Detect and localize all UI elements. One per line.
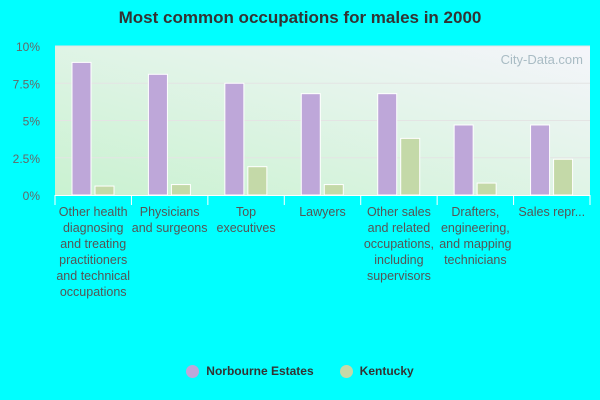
bar-kentucky[interactable] bbox=[170, 184, 191, 196]
x-tick-label: Drafters, engineering, and mapping techn… bbox=[439, 205, 512, 267]
x-tick-label: Physicians and surgeons bbox=[131, 205, 208, 235]
y-tick-label: 0% bbox=[23, 189, 41, 203]
legend-item-kentucky[interactable]: Kentucky bbox=[339, 364, 414, 378]
legend-label: Norbourne Estates bbox=[206, 364, 314, 378]
x-tick-label: Other health diagnosing and treating pra… bbox=[56, 205, 131, 299]
legend: Norbourne Estates Kentucky bbox=[0, 364, 600, 378]
bar-kentucky[interactable] bbox=[553, 158, 574, 196]
bar-kentucky[interactable] bbox=[323, 184, 344, 196]
bar-kentucky[interactable] bbox=[94, 185, 115, 196]
legend-item-norbourne[interactable]: Norbourne Estates bbox=[186, 364, 314, 378]
bar-norbourne-estates[interactable] bbox=[530, 124, 551, 196]
bar-kentucky[interactable] bbox=[400, 137, 421, 196]
y-tick-label: 5% bbox=[23, 115, 41, 129]
legend-swatch bbox=[186, 364, 200, 378]
x-tick-label: Top executives bbox=[216, 205, 276, 235]
x-tick-label: Sales repr... bbox=[518, 205, 586, 219]
legend-swatch bbox=[339, 364, 353, 378]
y-tick-label: 10% bbox=[16, 40, 40, 54]
y-tick-label: 2.5% bbox=[13, 152, 41, 166]
x-tick-label: Lawyers bbox=[299, 205, 346, 219]
bar-kentucky[interactable] bbox=[247, 166, 268, 196]
bar-norbourne-estates[interactable] bbox=[71, 61, 92, 196]
bar-norbourne-estates[interactable] bbox=[147, 73, 168, 196]
bar-norbourne-estates[interactable] bbox=[377, 93, 398, 196]
bar-norbourne-estates[interactable] bbox=[300, 93, 321, 196]
y-tick-label: 7.5% bbox=[13, 77, 41, 91]
watermark: City-Data.com bbox=[501, 52, 583, 67]
bar-norbourne-estates[interactable] bbox=[224, 82, 245, 196]
bar-kentucky[interactable] bbox=[476, 182, 497, 196]
chart-title: Most common occupations for males in 200… bbox=[118, 8, 482, 27]
legend-label: Kentucky bbox=[359, 364, 414, 378]
x-tick-label: Other sales and related occupations, inc… bbox=[363, 205, 435, 283]
bar-norbourne-estates[interactable] bbox=[453, 124, 474, 196]
